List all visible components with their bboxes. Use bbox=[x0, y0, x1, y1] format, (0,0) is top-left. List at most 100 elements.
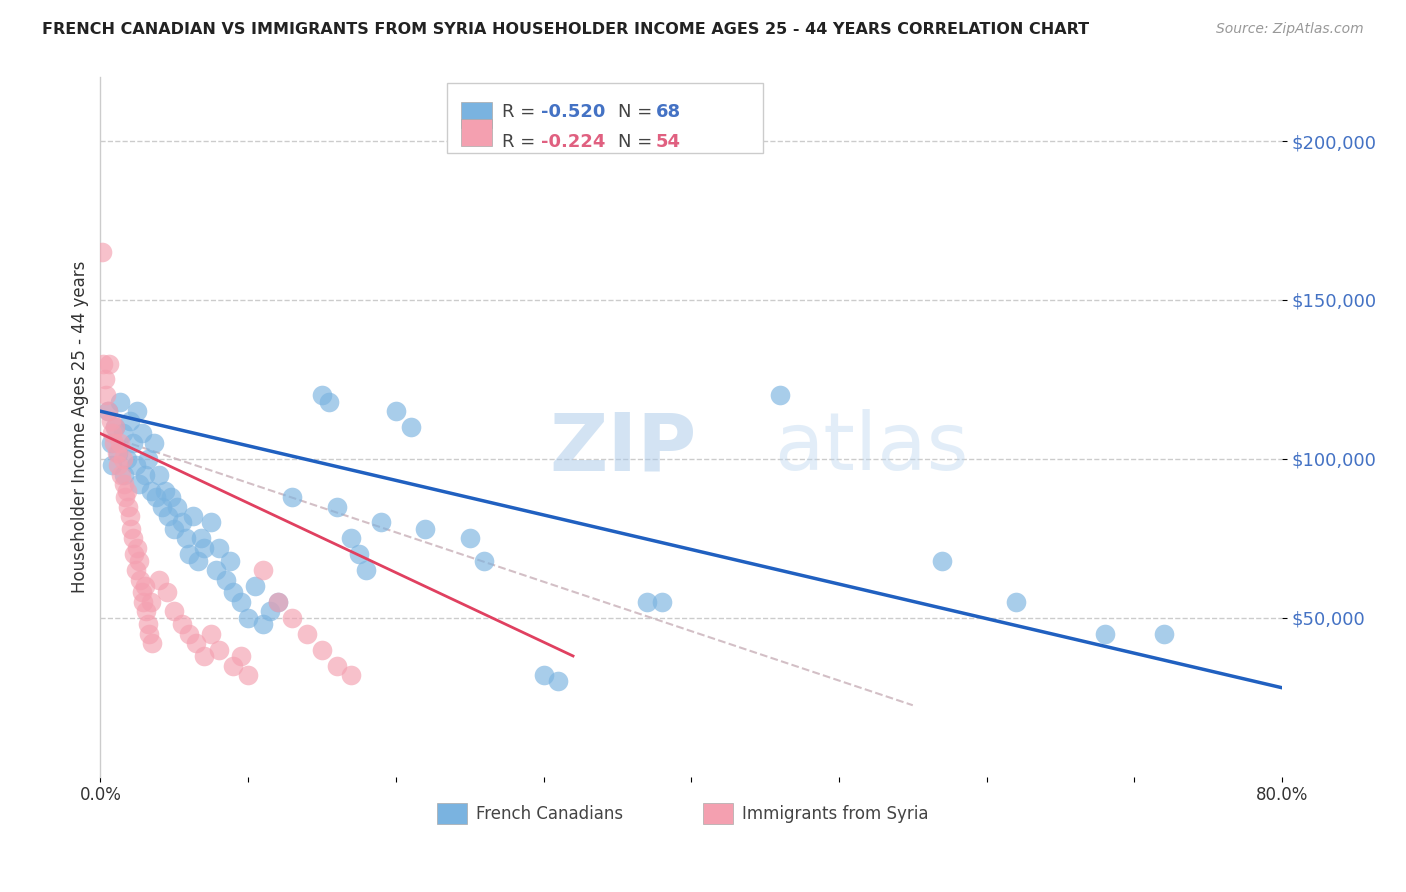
Point bbox=[163, 522, 186, 536]
Point bbox=[931, 553, 953, 567]
FancyBboxPatch shape bbox=[461, 102, 492, 128]
Point bbox=[193, 648, 215, 663]
Point bbox=[117, 500, 139, 514]
Point bbox=[155, 483, 177, 498]
Point bbox=[311, 388, 333, 402]
Point bbox=[311, 642, 333, 657]
Point bbox=[347, 547, 370, 561]
Point bbox=[97, 404, 120, 418]
Point bbox=[101, 458, 124, 473]
Point bbox=[136, 617, 159, 632]
Point bbox=[266, 595, 288, 609]
Point bbox=[114, 490, 136, 504]
Point bbox=[1005, 595, 1028, 609]
Point bbox=[295, 626, 318, 640]
Point bbox=[121, 436, 143, 450]
Point bbox=[148, 467, 170, 482]
Point bbox=[281, 490, 304, 504]
Point bbox=[98, 357, 121, 371]
Text: atlas: atlas bbox=[773, 409, 969, 487]
Point bbox=[399, 420, 422, 434]
Point bbox=[204, 563, 226, 577]
Point bbox=[177, 547, 200, 561]
Text: N =: N = bbox=[619, 103, 658, 121]
Point bbox=[108, 394, 131, 409]
Point bbox=[318, 394, 340, 409]
FancyBboxPatch shape bbox=[437, 804, 467, 824]
Point bbox=[229, 595, 252, 609]
Point bbox=[163, 605, 186, 619]
Point bbox=[177, 626, 200, 640]
Text: Source: ZipAtlas.com: Source: ZipAtlas.com bbox=[1216, 22, 1364, 37]
Point bbox=[215, 573, 238, 587]
Text: French Canadians: French Canadians bbox=[477, 805, 623, 822]
Point bbox=[115, 483, 138, 498]
Point bbox=[118, 509, 141, 524]
Point bbox=[100, 414, 122, 428]
Point bbox=[222, 658, 245, 673]
Point bbox=[127, 541, 149, 555]
Point bbox=[1153, 626, 1175, 640]
Point bbox=[112, 477, 135, 491]
Point bbox=[107, 445, 129, 459]
Point bbox=[340, 532, 363, 546]
Point bbox=[118, 414, 141, 428]
Point bbox=[150, 500, 173, 514]
Point bbox=[187, 553, 209, 567]
Point bbox=[125, 563, 148, 577]
Point bbox=[91, 357, 114, 371]
Text: N =: N = bbox=[619, 133, 658, 151]
Point bbox=[101, 426, 124, 441]
Point bbox=[127, 404, 149, 418]
Point bbox=[115, 451, 138, 466]
Point bbox=[148, 573, 170, 587]
Point bbox=[533, 668, 555, 682]
Point bbox=[121, 532, 143, 546]
Y-axis label: Householder Income Ages 25 - 44 years: Householder Income Ages 25 - 44 years bbox=[72, 261, 89, 593]
Point bbox=[769, 388, 792, 402]
Point bbox=[266, 595, 288, 609]
Point bbox=[354, 563, 377, 577]
Point bbox=[111, 426, 134, 441]
Point bbox=[186, 636, 208, 650]
Point bbox=[325, 658, 347, 673]
Point bbox=[236, 611, 259, 625]
Point bbox=[384, 404, 406, 418]
Point bbox=[415, 522, 437, 536]
Point bbox=[132, 595, 155, 609]
Point bbox=[107, 458, 129, 473]
Point bbox=[207, 642, 229, 657]
Text: -0.224: -0.224 bbox=[541, 133, 606, 151]
Point bbox=[651, 595, 673, 609]
Point bbox=[120, 522, 142, 536]
Point bbox=[139, 595, 162, 609]
Point bbox=[110, 467, 132, 482]
Point bbox=[128, 553, 150, 567]
Point bbox=[193, 541, 215, 555]
Point bbox=[370, 516, 392, 530]
Point bbox=[222, 585, 245, 599]
Point bbox=[124, 547, 146, 561]
FancyBboxPatch shape bbox=[447, 83, 763, 153]
Point bbox=[112, 467, 135, 482]
Text: ZIP: ZIP bbox=[550, 409, 696, 487]
Point bbox=[170, 617, 193, 632]
Point bbox=[340, 668, 363, 682]
Point bbox=[104, 420, 127, 434]
Point bbox=[458, 532, 481, 546]
Point bbox=[139, 483, 162, 498]
Point bbox=[134, 467, 156, 482]
Point bbox=[200, 626, 222, 640]
Point bbox=[219, 553, 242, 567]
Point bbox=[105, 445, 128, 459]
Point bbox=[160, 490, 183, 504]
Text: Immigrants from Syria: Immigrants from Syria bbox=[742, 805, 928, 822]
FancyBboxPatch shape bbox=[461, 120, 492, 146]
Point bbox=[474, 553, 496, 567]
Point bbox=[183, 509, 205, 524]
Text: 54: 54 bbox=[655, 133, 681, 151]
Point bbox=[174, 532, 197, 546]
Point bbox=[236, 668, 259, 682]
Point bbox=[104, 420, 127, 434]
Point bbox=[157, 509, 180, 524]
